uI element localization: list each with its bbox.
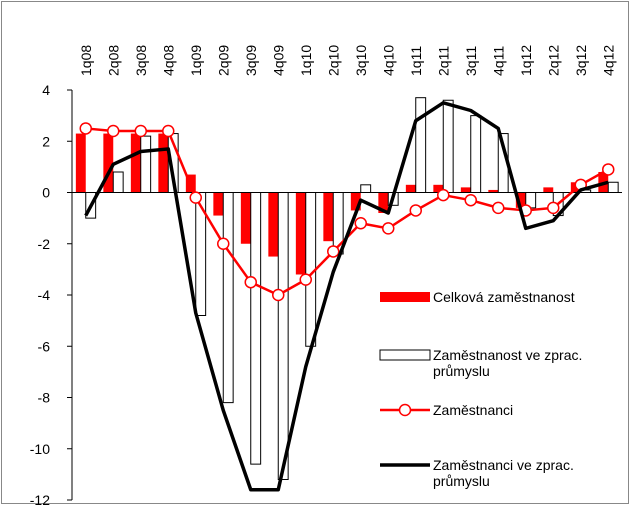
- y-tick-label: -6: [38, 338, 51, 354]
- bar: [360, 184, 372, 193]
- x-tick-label: 4q09: [270, 45, 286, 76]
- y-tick-label: 0: [42, 185, 50, 201]
- bar: [488, 189, 499, 193]
- legend-marker: [398, 403, 412, 417]
- x-tick-label: 3q08: [133, 45, 149, 76]
- line-marker: [244, 275, 257, 289]
- line-marker: [437, 188, 450, 202]
- line: [84, 101, 609, 492]
- bar: [323, 192, 334, 242]
- line-marker: [547, 201, 560, 215]
- y-tick-label: -12: [30, 492, 50, 505]
- y-tick-label: -10: [30, 441, 50, 457]
- y-tick-label: 4: [42, 82, 50, 98]
- line-marker: [217, 237, 230, 250]
- line-marker: [409, 204, 422, 217]
- line-marker: [299, 273, 312, 286]
- line-marker: [189, 191, 202, 204]
- x-tick-label: 4q12: [600, 45, 616, 76]
- x-tick-label: 1q08: [78, 45, 94, 76]
- x-tick-label: 4q10: [380, 45, 396, 76]
- bar: [240, 192, 251, 244]
- bar: [112, 171, 124, 193]
- x-tick-label: 3q10: [353, 45, 369, 76]
- x-tick-label: 2q08: [105, 45, 121, 76]
- bar: [103, 133, 114, 193]
- x-tick-label: 2q12: [545, 45, 561, 76]
- bar: [213, 192, 224, 216]
- bar: [130, 133, 141, 193]
- x-tick-label: 3q11: [463, 46, 479, 76]
- bar: [515, 192, 526, 208]
- x-tick-label: 2q11: [435, 46, 451, 76]
- bar: [470, 115, 482, 193]
- y-tick-label: -4: [38, 287, 51, 303]
- bar: [607, 181, 619, 193]
- x-tick-label: 2q10: [325, 45, 341, 76]
- line-marker: [327, 245, 340, 258]
- x-tick-label: 3q09: [243, 45, 259, 76]
- x-tick-label: 3q12: [573, 45, 589, 76]
- bar: [460, 187, 471, 193]
- x-tick-label: 1q11: [408, 46, 424, 76]
- bar: [158, 133, 169, 193]
- x-tick-label: 1q09: [188, 45, 204, 76]
- line-marker: [107, 124, 120, 138]
- line-marker: [162, 124, 175, 138]
- line-marker: [464, 193, 477, 207]
- line-marker: [382, 222, 395, 235]
- legend-swatch: [379, 349, 431, 361]
- y-tick-label: -8: [38, 390, 51, 406]
- y-tick-label: -2: [38, 236, 51, 252]
- legend-label: Zaměstnanci ve zprac. průmyslu: [433, 457, 574, 489]
- bar: [415, 97, 427, 193]
- y-tick-label: 2: [42, 133, 50, 149]
- x-tick-label: 1q12: [518, 45, 534, 76]
- bar: [140, 135, 152, 193]
- line-marker: [79, 122, 92, 135]
- legend-label: Zaměstnanci: [433, 402, 514, 418]
- bar: [543, 187, 554, 193]
- bar: [433, 184, 444, 193]
- x-tick-label: 2q09: [215, 45, 231, 76]
- line-marker: [492, 201, 505, 215]
- x-tick-label: 4q11: [490, 46, 506, 76]
- bar: [250, 192, 262, 465]
- bar: [378, 192, 389, 213]
- bar: [75, 133, 86, 193]
- legend-label: Zaměstnanost ve zprac. průmyslu: [433, 347, 583, 379]
- bar: [222, 192, 234, 404]
- bar: [277, 192, 289, 480]
- bar: [442, 99, 454, 193]
- x-tick-label: 1q10: [298, 45, 314, 76]
- line-marker: [272, 288, 285, 302]
- legend-swatch: [380, 292, 430, 302]
- line-marker: [134, 124, 147, 138]
- line-marker: [354, 217, 367, 230]
- line-marker: [602, 163, 615, 176]
- legend-label: Celková zaměstnanost: [433, 289, 575, 305]
- bar: [350, 192, 361, 211]
- x-tick-label: 4q08: [160, 45, 176, 76]
- bar: [295, 192, 306, 275]
- bar: [268, 192, 279, 257]
- bar: [405, 184, 416, 193]
